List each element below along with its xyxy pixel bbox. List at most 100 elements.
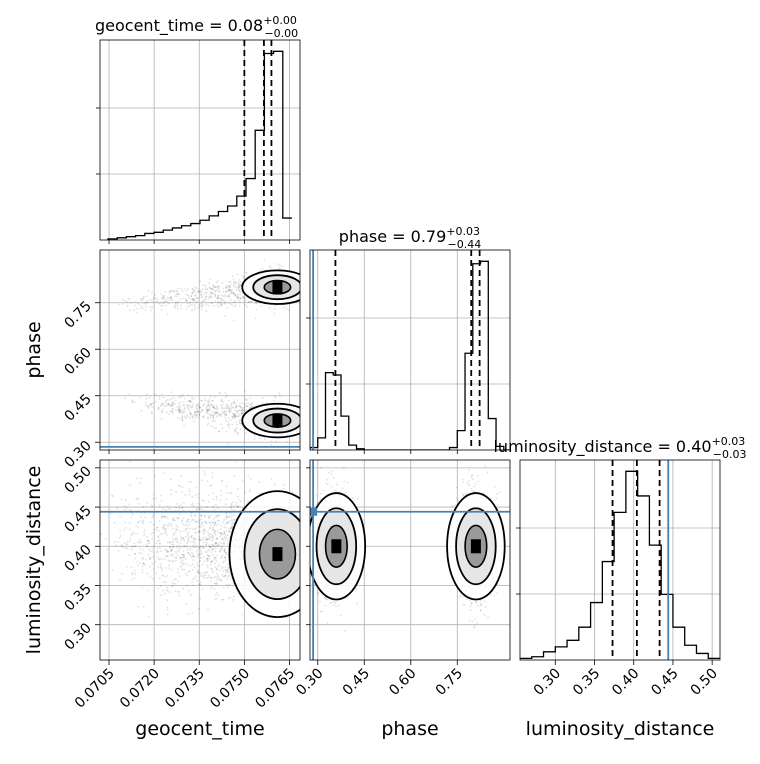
scatter-point xyxy=(210,588,212,590)
scatter-point xyxy=(165,298,167,300)
scatter-point xyxy=(221,282,223,284)
scatter-point xyxy=(145,398,147,400)
scatter-point xyxy=(237,488,239,490)
scatter-point xyxy=(262,268,264,270)
scatter-point xyxy=(161,570,163,572)
scatter-point xyxy=(205,574,207,576)
scatter-point xyxy=(230,520,232,522)
scatter-point xyxy=(205,299,207,301)
scatter-point xyxy=(172,299,174,301)
scatter-point xyxy=(307,521,309,523)
scatter-point xyxy=(187,400,189,402)
scatter-point xyxy=(226,578,228,580)
scatter-point xyxy=(173,583,175,585)
scatter-point xyxy=(155,401,157,403)
scatter-point xyxy=(177,308,179,310)
scatter-point xyxy=(335,606,337,608)
scatter-point xyxy=(189,412,191,414)
scatter-point xyxy=(183,569,185,571)
scatter-point xyxy=(152,498,154,500)
scatter-point xyxy=(139,307,141,309)
scatter-point xyxy=(217,297,219,299)
scatter-point xyxy=(261,305,263,307)
scatter-point xyxy=(110,513,112,515)
scatter-point xyxy=(179,405,181,407)
scatter-point xyxy=(222,543,224,545)
scatter-point xyxy=(192,406,194,408)
scatter-point xyxy=(223,288,225,290)
scatter-point xyxy=(192,288,194,290)
scatter-point xyxy=(208,409,210,411)
scatter-point xyxy=(223,299,225,301)
scatter-point xyxy=(273,400,275,402)
scatter-point xyxy=(131,534,133,536)
scatter-point xyxy=(199,522,201,524)
scatter-point xyxy=(211,425,213,427)
scatter-point xyxy=(172,560,174,562)
scatter-point xyxy=(192,578,194,580)
scatter-point xyxy=(236,283,238,285)
scatter-point xyxy=(200,294,202,296)
scatter-point xyxy=(462,495,464,497)
scatter-point xyxy=(254,438,256,440)
scatter-point xyxy=(210,546,212,548)
scatter-point xyxy=(197,503,199,505)
scatter-point xyxy=(286,308,288,310)
scatter-point xyxy=(264,438,266,440)
scatter-point xyxy=(152,402,154,404)
scatter-point xyxy=(344,630,346,632)
scatter-point xyxy=(189,547,191,549)
scatter-point xyxy=(244,403,246,405)
scatter-point xyxy=(134,401,136,403)
scatter-point xyxy=(191,305,193,307)
scatter-point xyxy=(216,496,218,498)
scatter-point xyxy=(146,544,148,546)
scatter-point xyxy=(237,297,239,299)
scatter-point xyxy=(178,595,180,597)
scatter-point xyxy=(343,467,345,469)
scatter-point xyxy=(459,596,461,598)
scatter-point xyxy=(195,297,197,299)
scatter-point xyxy=(142,557,144,559)
scatter-point xyxy=(192,417,194,419)
scatter-point xyxy=(486,455,488,457)
scatter-point xyxy=(279,395,281,397)
scatter-point xyxy=(164,593,166,595)
scatter-point xyxy=(270,267,272,269)
scatter-point xyxy=(205,522,207,524)
scatter-point xyxy=(473,486,475,488)
scatter-point xyxy=(183,502,185,504)
histogram-bar xyxy=(145,233,154,240)
scatter-point xyxy=(187,519,189,521)
scatter-point xyxy=(206,292,208,294)
scatter-point xyxy=(126,507,128,509)
scatter-point xyxy=(170,398,172,400)
scatter-point xyxy=(211,476,213,478)
scatter-point xyxy=(210,564,212,566)
scatter-point xyxy=(231,518,233,520)
scatter-point xyxy=(159,520,161,522)
scatter-point xyxy=(151,505,153,507)
scatter-point xyxy=(213,305,215,307)
scatter-point xyxy=(182,395,184,397)
scatter-point xyxy=(212,287,214,289)
scatter-point xyxy=(175,560,177,562)
scatter-point xyxy=(217,408,219,410)
scatter-point xyxy=(239,305,241,307)
scatter-point xyxy=(173,402,175,404)
scatter-point xyxy=(235,304,237,306)
scatter-point xyxy=(170,549,172,551)
scatter-point xyxy=(471,476,473,478)
scatter-point xyxy=(185,573,187,575)
scatter-point xyxy=(227,425,229,427)
scatter-point xyxy=(160,567,162,569)
scatter-point xyxy=(192,563,194,565)
scatter-point xyxy=(259,437,261,439)
scatter-point xyxy=(164,472,166,474)
scatter-point xyxy=(206,406,208,408)
scatter-point xyxy=(212,554,214,556)
scatter-point xyxy=(186,542,188,544)
scatter-point xyxy=(191,309,193,311)
scatter-point xyxy=(169,411,171,413)
scatter-point xyxy=(227,421,229,423)
